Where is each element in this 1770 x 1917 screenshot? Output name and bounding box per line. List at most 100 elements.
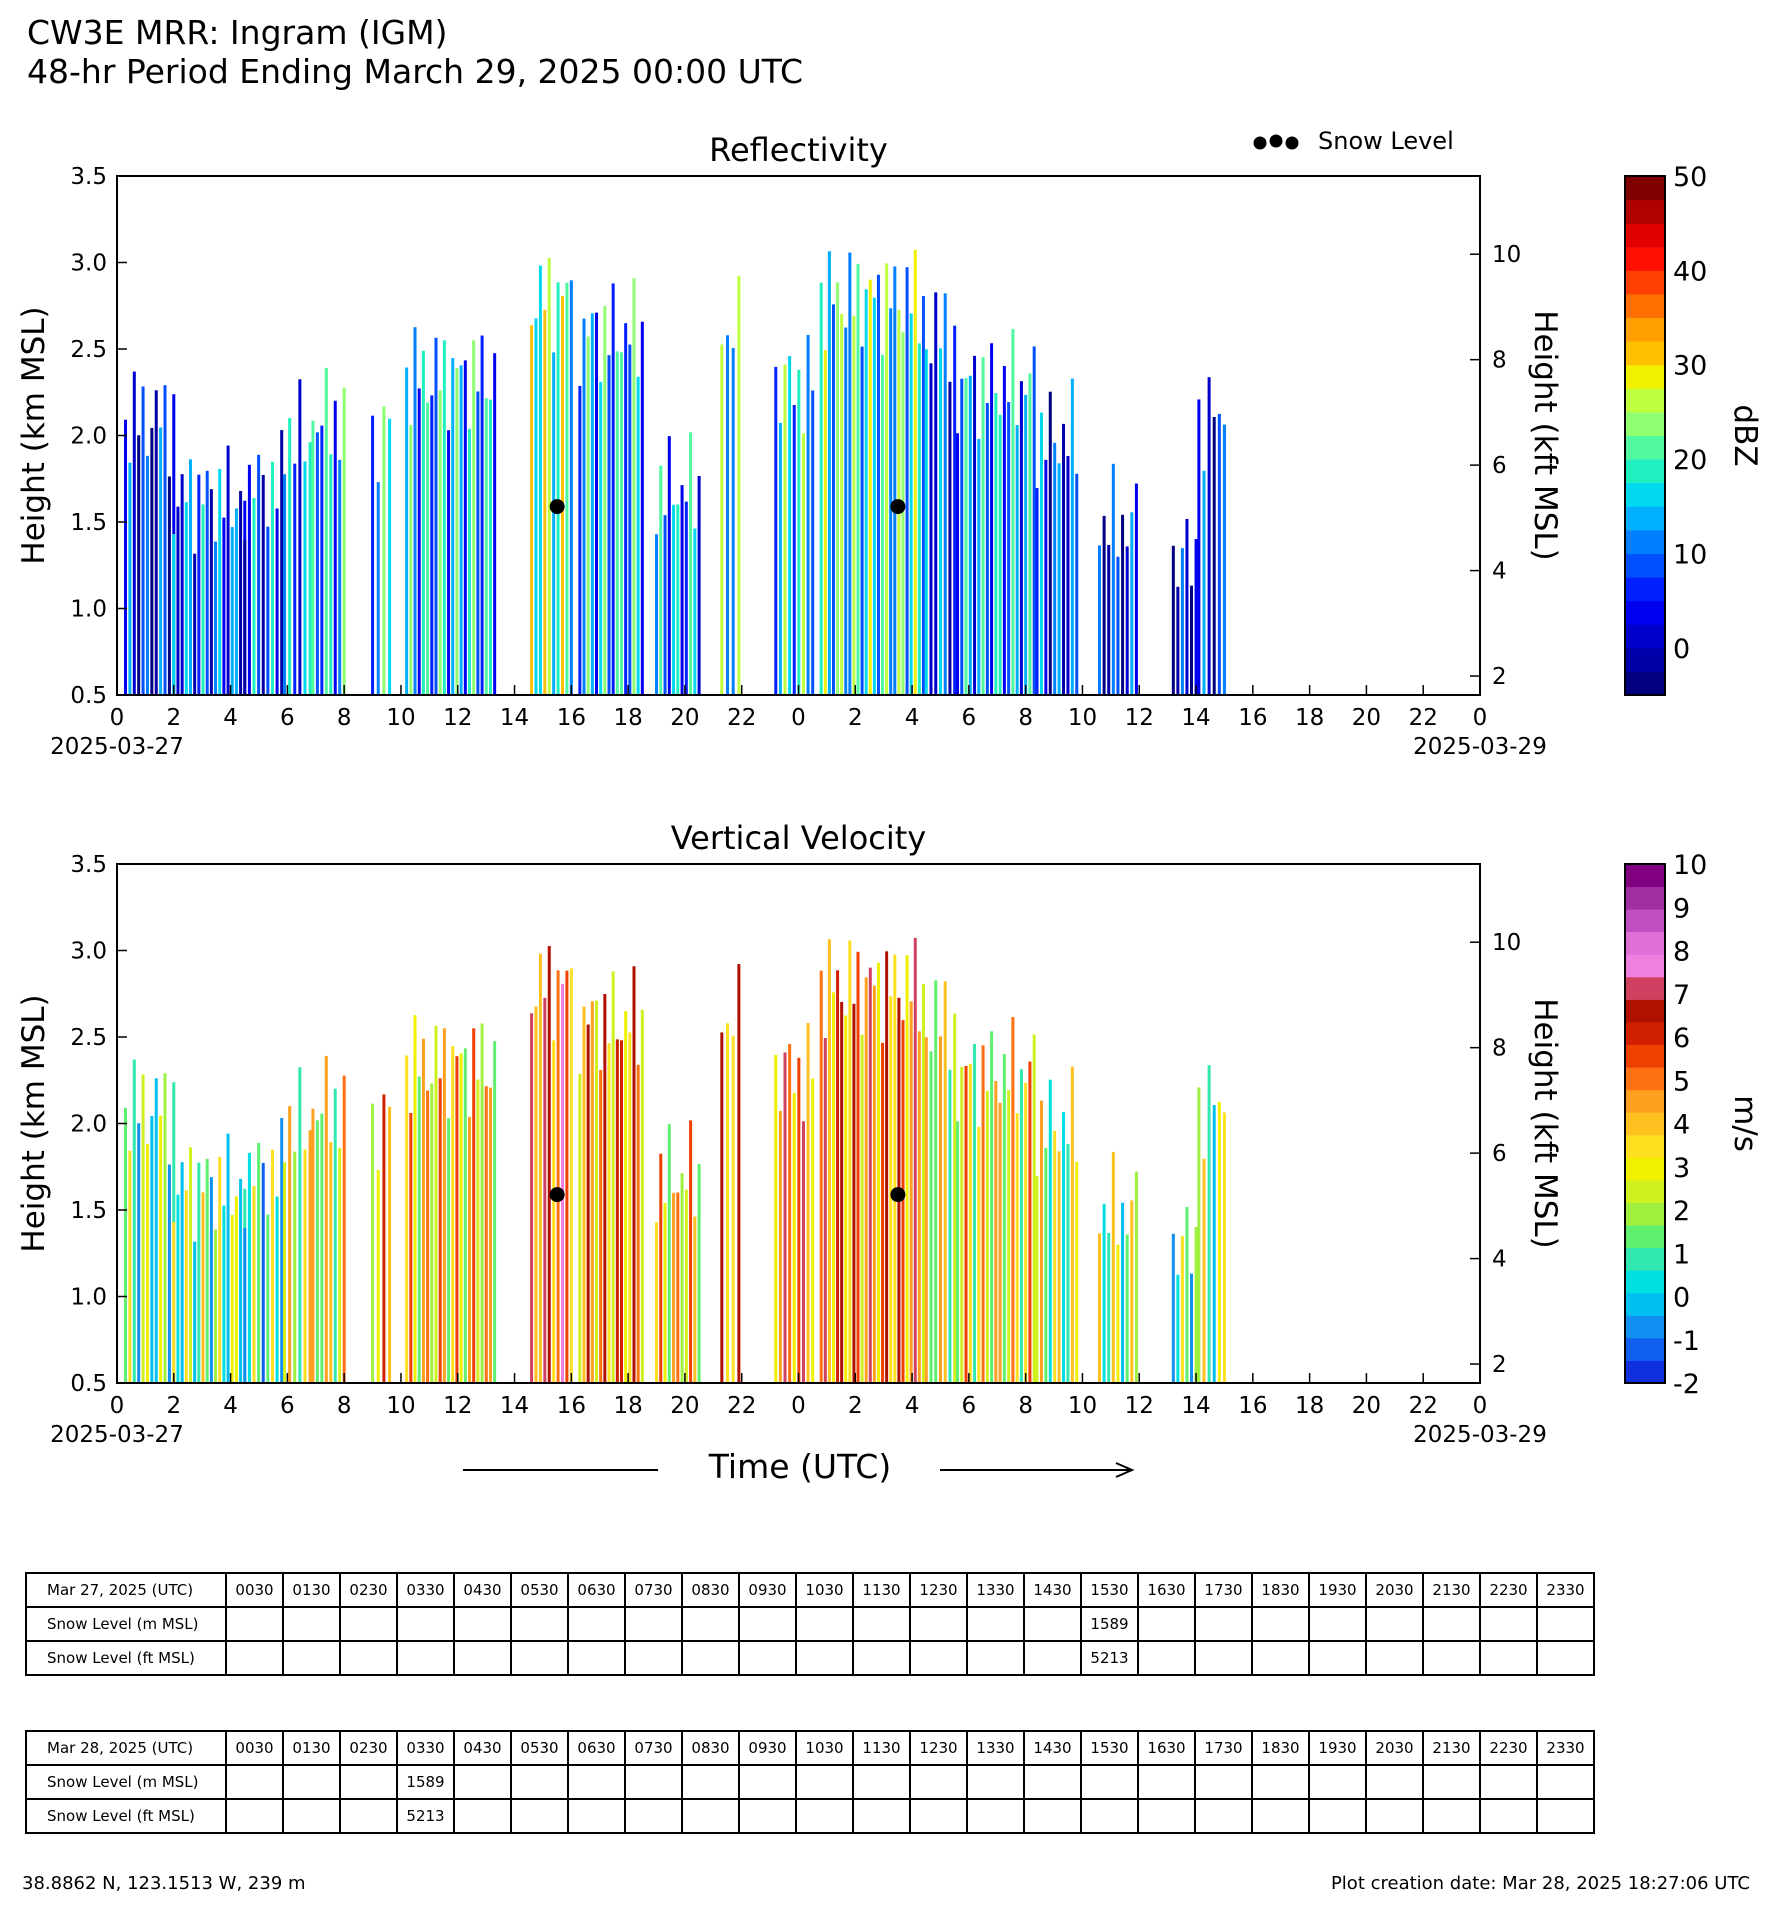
data-column (856, 263, 860, 695)
data-column (788, 356, 792, 695)
colorbar-tick-label: 1 (1673, 1239, 1690, 1270)
table-cell (567, 1798, 626, 1834)
data-column (1116, 556, 1120, 695)
table-cell (681, 1764, 740, 1800)
colorbar-segment (1625, 1067, 1665, 1091)
data-column (1066, 455, 1070, 695)
precip-period (283, 379, 312, 695)
x-tick-label: 18 (1295, 1393, 1324, 1419)
data-column (288, 418, 292, 695)
data-column (1075, 473, 1079, 695)
data-column (977, 1126, 981, 1383)
table-cell (1479, 1606, 1538, 1642)
data-column (159, 427, 163, 695)
precip-period (578, 278, 644, 695)
data-column (1053, 442, 1057, 695)
data-column (924, 1037, 928, 1383)
table-cell (1365, 1798, 1424, 1834)
data-column (619, 1040, 623, 1383)
data-column (303, 461, 307, 695)
data-column (726, 1023, 730, 1383)
data-column (1116, 1244, 1120, 1383)
y-tick-label: 1.5 (70, 1198, 107, 1224)
data-column (586, 1024, 590, 1383)
y-tick-label: 2.0 (70, 424, 107, 450)
data-column (283, 474, 287, 695)
table-cell: 1730 (1194, 1730, 1253, 1766)
x-tick-label: 8 (337, 705, 352, 731)
data-column (917, 1031, 921, 1383)
data-column (1180, 548, 1184, 695)
data-column (442, 340, 446, 695)
colorbar-segment (1625, 1337, 1665, 1361)
table-cell: 1630 (1137, 1572, 1196, 1608)
data-column (640, 1009, 644, 1383)
data-column (493, 1041, 497, 1383)
precip-period (924, 980, 957, 1383)
colorbar-segment (1625, 435, 1665, 460)
data-column (1197, 1087, 1201, 1383)
data-column (137, 435, 141, 695)
data-column (476, 1079, 480, 1383)
table-cell (1137, 1764, 1196, 1800)
table-cell (1422, 1606, 1481, 1642)
table-cell (282, 1640, 341, 1676)
precip-period (530, 946, 573, 1383)
data-column (226, 445, 230, 695)
data-column (209, 1177, 213, 1383)
data-column (1176, 586, 1180, 695)
data-column (288, 1106, 292, 1383)
colorbar-segment (1625, 624, 1665, 649)
data-column (333, 400, 337, 695)
snow-level-table-mar28: Mar 28, 2025 (UTC) 0030 0130 0230 0330 0430 05… (25, 1730, 1595, 1834)
data-column (848, 940, 852, 1383)
data-column (226, 1133, 230, 1383)
data-column (667, 1124, 671, 1383)
data-column (876, 962, 880, 1383)
data-column (280, 1118, 284, 1383)
table-cell (1536, 1764, 1595, 1800)
table-cell (225, 1606, 284, 1642)
table-cell: 5213 (1080, 1640, 1139, 1676)
data-column (193, 553, 197, 695)
data-column (840, 313, 844, 695)
snow-level-marker (890, 499, 906, 515)
table-cell (282, 1606, 341, 1642)
data-column (308, 442, 312, 695)
colorbar-tick-label: 10 (1673, 850, 1707, 881)
table-cell: 0330 (396, 1730, 455, 1766)
colorbar-segment (1625, 246, 1665, 271)
table-cell (567, 1764, 626, 1800)
precip-period (924, 292, 957, 695)
data-column (388, 418, 392, 695)
data-column (864, 289, 868, 695)
data-column (1070, 1066, 1074, 1383)
data-column (1212, 1105, 1216, 1383)
data-column (556, 970, 560, 1383)
data-column (953, 325, 957, 695)
data-column (693, 528, 697, 695)
time-header-row: Mar 27, 2025 (UTC) 0030 0130 0230 0330 0430 05… (25, 1572, 1595, 1608)
data-column (293, 1151, 297, 1383)
colorbar-segment (1625, 317, 1665, 342)
data-column (128, 462, 132, 695)
colorbar-frame (1624, 863, 1666, 1384)
table-cell: 2330 (1536, 1730, 1595, 1766)
x-tick-label: 14 (500, 1393, 529, 1419)
table-cell (738, 1764, 797, 1800)
y-tick-label: 2.5 (70, 337, 107, 363)
data-column (844, 327, 848, 695)
data-column (176, 506, 180, 695)
data-column (338, 1147, 342, 1383)
precip-period (720, 964, 741, 1383)
data-column (921, 296, 925, 695)
colorbar-segment (1625, 1315, 1665, 1339)
page-subtitle: 48-hr Period Ending March 29, 2025 00:00… (27, 52, 804, 91)
table-cell (852, 1798, 911, 1834)
precip-period (405, 1015, 497, 1383)
data-column (856, 951, 860, 1383)
data-column (214, 1229, 218, 1383)
table-cell: 1830 (1251, 1730, 1310, 1766)
data-column (578, 1073, 582, 1383)
data-column (413, 327, 417, 695)
